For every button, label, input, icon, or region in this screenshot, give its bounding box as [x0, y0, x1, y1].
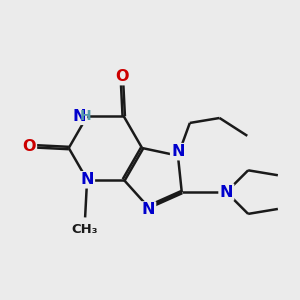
Text: O: O — [115, 69, 128, 84]
Text: H: H — [80, 109, 92, 123]
Text: N: N — [72, 109, 86, 124]
Text: CH₃: CH₃ — [72, 224, 98, 236]
Text: N: N — [220, 184, 233, 200]
Text: O: O — [22, 139, 36, 154]
Text: N: N — [142, 202, 155, 217]
Text: N: N — [171, 144, 185, 159]
Text: N: N — [80, 172, 94, 187]
